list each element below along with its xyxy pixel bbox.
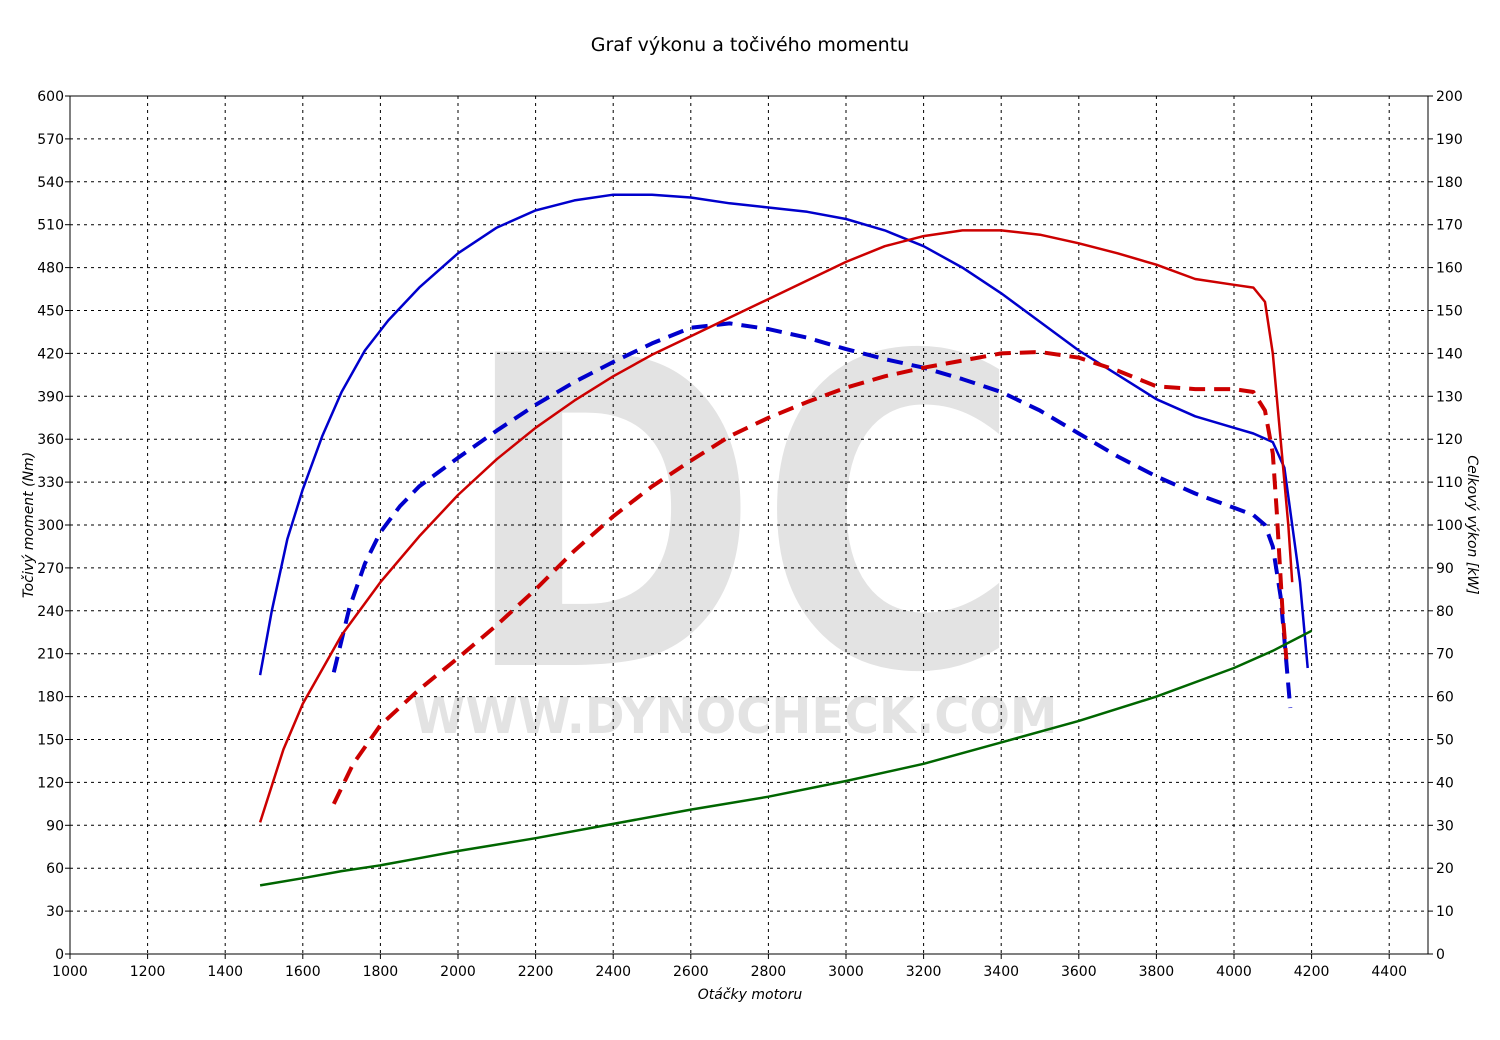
right-tick-label: 60 (1436, 690, 1454, 706)
x-tick-label: 2200 (518, 964, 554, 980)
left-tick-label: 480 (37, 261, 64, 277)
left-tick-label: 600 (37, 89, 64, 105)
left-tick-label: 150 (37, 733, 64, 749)
x-tick-label: 3600 (1061, 964, 1097, 980)
right-tick-label: 190 (1436, 132, 1463, 148)
left-tick-label: 90 (46, 818, 64, 834)
x-tick-label: 2000 (440, 964, 476, 980)
right-tick-label: 90 (1436, 561, 1454, 577)
left-tick-label: 0 (55, 947, 64, 963)
right-tick-label: 50 (1436, 733, 1454, 749)
right-tick-label: 110 (1436, 475, 1463, 491)
x-axis-label: Otáčky motoru (698, 987, 803, 1003)
right-tick-label: 120 (1436, 432, 1463, 448)
right-tick-label: 40 (1436, 775, 1454, 791)
curve-green-solid (259, 629, 1313, 887)
right-tick-label: 150 (1436, 304, 1463, 320)
x-tick-label: 4200 (1294, 964, 1330, 980)
watermark-url: WWW.DYNOCHECK.COM (413, 687, 1058, 745)
right-tick-label: 130 (1436, 389, 1463, 405)
x-tick-label: 2400 (595, 964, 631, 980)
chart-title: Graf výkonu a točivého momentu (591, 34, 909, 56)
left-tick-label: 450 (37, 304, 64, 320)
left-tick-label: 360 (37, 432, 64, 448)
left-tick-label: 120 (37, 775, 64, 791)
right-tick-label: 100 (1436, 518, 1463, 534)
curve-blue-solid (258, 193, 1309, 676)
x-tick-label: 1800 (363, 964, 399, 980)
curve-red-solid (258, 229, 1294, 823)
x-tick-label: 2800 (751, 964, 787, 980)
x-tick-label: 4400 (1371, 964, 1407, 980)
left-tick-label: 330 (37, 475, 64, 491)
left-tick-label: 420 (37, 346, 64, 362)
left-tick-label: 270 (37, 561, 64, 577)
right-tick-label: 0 (1436, 947, 1445, 963)
watermark-logo: DC (462, 267, 1022, 767)
left-tick-label: 300 (37, 518, 64, 534)
x-axis-ticks: 1000 1200 1400 1600 1800 2000 2200 2400 2600 2800… (52, 954, 1407, 980)
x-tick-label: 1200 (130, 964, 166, 980)
right-tick-label: 180 (1436, 175, 1463, 191)
right-axis-ticks: 0 10 20 30 40 50 60 70 80 90 100 110 120 130 140 150 160… (1428, 89, 1463, 963)
x-tick-label: 2600 (673, 964, 709, 980)
right-tick-label: 140 (1436, 346, 1463, 362)
left-tick-label: 210 (37, 647, 64, 663)
x-tick-label: 3800 (1139, 964, 1175, 980)
x-tick-label: 3200 (906, 964, 942, 980)
curve-red-dashed (331, 350, 1289, 805)
right-tick-label: 70 (1436, 647, 1454, 663)
x-tick-label: 3400 (983, 964, 1019, 980)
x-tick-label: 1400 (207, 964, 243, 980)
left-tick-label: 510 (37, 218, 64, 234)
x-tick-label: 4000 (1216, 964, 1252, 980)
left-tick-label: 540 (37, 175, 64, 191)
left-tick-label: 30 (46, 904, 64, 920)
right-tick-label: 30 (1436, 818, 1454, 834)
left-tick-label: 60 (46, 861, 64, 877)
right-tick-label: 10 (1436, 904, 1454, 920)
right-tick-label: 170 (1436, 218, 1463, 234)
right-tick-label: 160 (1436, 261, 1463, 277)
left-tick-label: 240 (37, 604, 64, 620)
right-tick-label: 20 (1436, 861, 1454, 877)
left-axis-label: Točivý moment (Nm) (21, 452, 37, 598)
x-tick-label: 1000 (52, 964, 88, 980)
x-tick-label: 3000 (828, 964, 864, 980)
right-tick-label: 80 (1436, 604, 1454, 620)
watermark: DC WWW.DYNOCHECK.COM (413, 267, 1058, 767)
left-tick-label: 390 (37, 389, 64, 405)
x-tick-label: 1600 (285, 964, 321, 980)
right-tick-label: 200 (1436, 89, 1463, 105)
grid (70, 96, 1428, 954)
curves (258, 193, 1313, 887)
left-tick-label: 570 (37, 132, 64, 148)
left-axis-ticks: 0 30 60 90 120 150 180 210 240 270 300 330 360 390 420… (37, 89, 70, 963)
plot-frame (69, 95, 1429, 955)
right-axis-label: Celkový výkon [kW] (1464, 455, 1480, 594)
curve-blue-dashed (331, 321, 1293, 709)
left-tick-label: 180 (37, 690, 64, 706)
